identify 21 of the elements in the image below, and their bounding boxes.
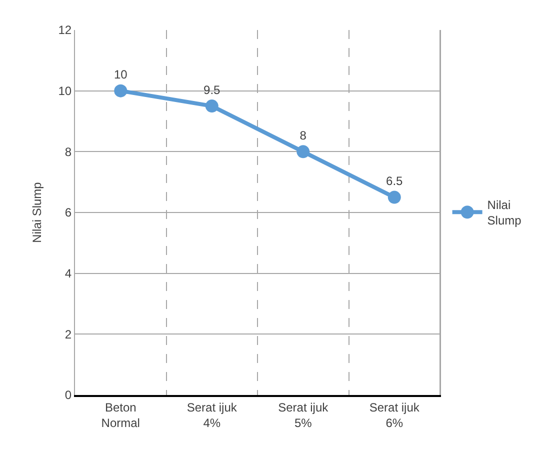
y-tick-label: 10 (58, 84, 72, 98)
point (388, 190, 401, 204)
y-axis-title: Nilai Slump (30, 182, 44, 243)
y-tick-label: 0 (64, 388, 72, 402)
y-tick-label: 4 (64, 266, 72, 281)
y-tick-label: 8 (64, 144, 72, 159)
x-tick-label: Serat ijuk 5% (278, 400, 330, 430)
data-label: 6.5 (386, 174, 404, 188)
point (114, 84, 128, 98)
legend-label: Nilai Slump (487, 198, 522, 228)
data-label: 10 (114, 68, 128, 82)
x-tick-label: Serat ijuk 4% (186, 400, 238, 430)
point (296, 145, 310, 158)
y-tick-label: 12 (58, 23, 72, 38)
data-label: 8 (300, 128, 307, 143)
x-tick-label: Beton Normal (101, 400, 140, 430)
y-tick-label: 2 (64, 327, 72, 342)
data-label: 9.5 (204, 82, 221, 97)
x-tick-label: Serat ijuk 6% (369, 400, 420, 430)
point (205, 100, 218, 113)
y-tick-label: 6 (64, 206, 72, 220)
